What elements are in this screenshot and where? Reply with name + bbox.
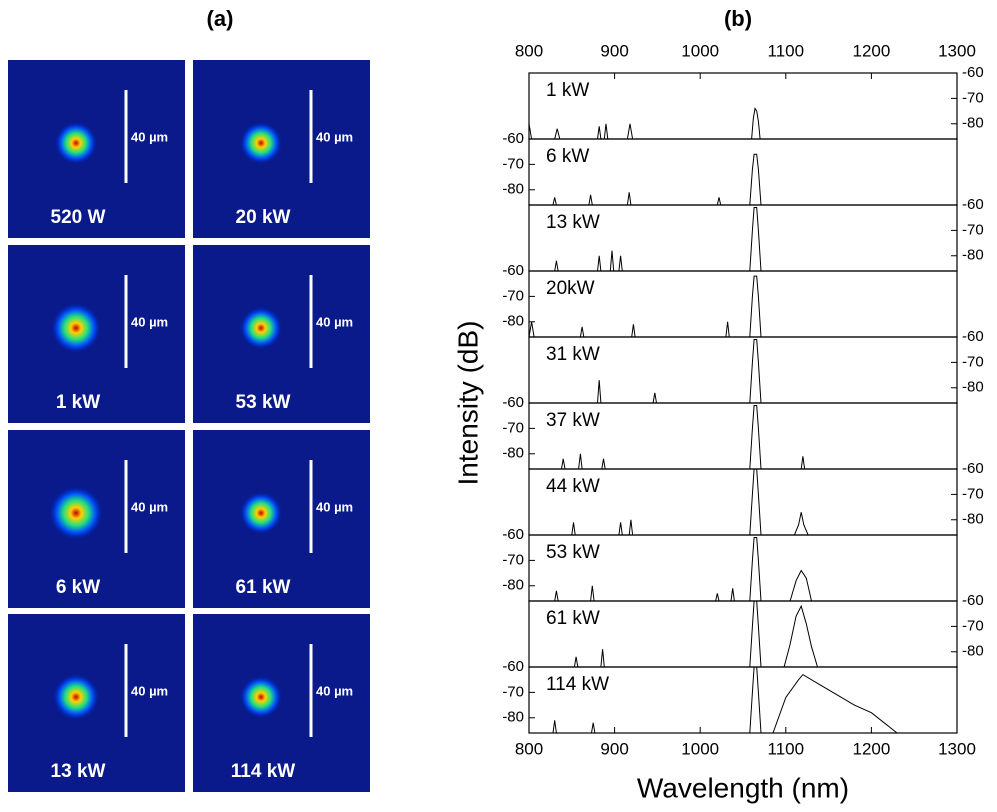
panel-b-label: (b)	[724, 6, 752, 31]
panel-a-label: (a)	[207, 6, 234, 31]
y-tick-label: -70	[962, 617, 984, 634]
x-tick-label: 1200	[852, 739, 890, 758]
y-tick-label: -70	[962, 221, 984, 238]
y-tick-label: -80	[502, 313, 524, 330]
power-label: 520 W	[51, 207, 106, 228]
beam-spot	[239, 306, 283, 350]
scale-label: 40 µm	[316, 683, 353, 698]
power-label: 13 kW	[51, 761, 106, 782]
x-tick-label: 1100	[768, 739, 805, 758]
y-tick-label: -60	[502, 130, 524, 147]
subplot-frame	[528, 72, 958, 140]
series-label: 20kW	[546, 278, 595, 299]
scale-label: 40 µm	[316, 129, 353, 144]
y-tick-label: -70	[502, 683, 524, 700]
y-tick-label: -80	[502, 445, 524, 462]
scale-label: 40 µm	[316, 499, 353, 514]
y-tick-label: -70	[502, 155, 524, 172]
power-label: 20 kW	[236, 207, 291, 228]
series-label: 53 kW	[546, 542, 600, 563]
x-tick-label-top: 1100	[768, 41, 805, 60]
y-tick-label: -60	[502, 658, 524, 675]
y-tick-label: -70	[962, 353, 984, 370]
y-axis-title: Intensity (dB)	[452, 321, 483, 486]
series-label: 6 kW	[546, 146, 589, 167]
y-tick-label: -80	[502, 709, 524, 726]
series-label: 44 kW	[546, 476, 600, 497]
series-label: 31 kW	[546, 344, 600, 365]
y-tick-label: -60	[502, 526, 524, 543]
beam-spot	[50, 302, 102, 354]
power-label: 6 kW	[56, 577, 100, 598]
series-label: 114 kW	[546, 674, 609, 695]
scale-label: 40 µm	[131, 129, 168, 144]
series-label: 1 kW	[546, 80, 589, 101]
beam-spot	[239, 675, 283, 719]
y-tick-label: -80	[962, 643, 984, 660]
series-label: 13 kW	[546, 212, 600, 233]
y-tick-label: -70	[962, 89, 984, 106]
power-label: 114 kW	[231, 761, 295, 782]
subplot-frame	[528, 138, 958, 206]
y-tick-label: -60	[502, 394, 524, 411]
beam-spot	[239, 491, 283, 535]
power-label: 1 kW	[56, 392, 100, 413]
y-tick-label: -70	[962, 485, 984, 502]
scale-label: 40 µm	[131, 314, 168, 329]
y-tick-label: -80	[962, 247, 984, 264]
x-tick-label-top: 900	[600, 41, 628, 60]
y-tick-label: -70	[502, 419, 524, 436]
y-tick-label: -80	[962, 115, 984, 132]
x-tick-label: 1000	[681, 739, 719, 758]
x-axis-title: Wavelength (nm)	[637, 772, 849, 803]
x-tick-label-top: 1300	[938, 41, 976, 60]
power-label: 53 kW	[236, 392, 291, 413]
series-label: 61 kW	[546, 608, 600, 629]
y-tick-label: -60	[962, 64, 984, 81]
scale-label: 40 µm	[131, 499, 168, 514]
y-tick-label: -70	[502, 551, 524, 568]
y-tick-label: -80	[962, 379, 984, 396]
x-tick-label: 900	[600, 739, 628, 758]
spectrum-line	[528, 107, 957, 140]
y-tick-label: -80	[962, 511, 984, 528]
spectrum-line	[529, 666, 957, 734]
beam-spot	[54, 121, 98, 165]
y-tick-label: -60	[502, 262, 524, 279]
x-tick-label: 800	[515, 739, 543, 758]
y-tick-label: -60	[962, 592, 984, 609]
spectrum-line	[529, 153, 957, 206]
y-tick-label: -70	[502, 287, 524, 304]
x-tick-label-top: 1200	[852, 41, 890, 60]
y-tick-label: -80	[502, 181, 524, 198]
scale-label: 40 µm	[316, 314, 353, 329]
y-tick-label: -60	[962, 460, 984, 477]
y-tick-label: -60	[962, 328, 984, 345]
x-tick-label-top: 1000	[681, 41, 719, 60]
beam-spot	[48, 485, 104, 541]
scale-label: 40 µm	[131, 683, 168, 698]
x-tick-label-top: 800	[515, 41, 543, 60]
y-tick-label: -60	[962, 196, 984, 213]
y-tick-label: -80	[502, 577, 524, 594]
series-label: 37 kW	[546, 410, 600, 431]
beam-spot	[52, 673, 100, 721]
beam-spot	[239, 121, 283, 165]
power-label: 61 kW	[236, 577, 291, 598]
x-tick-label: 1300	[938, 739, 976, 758]
